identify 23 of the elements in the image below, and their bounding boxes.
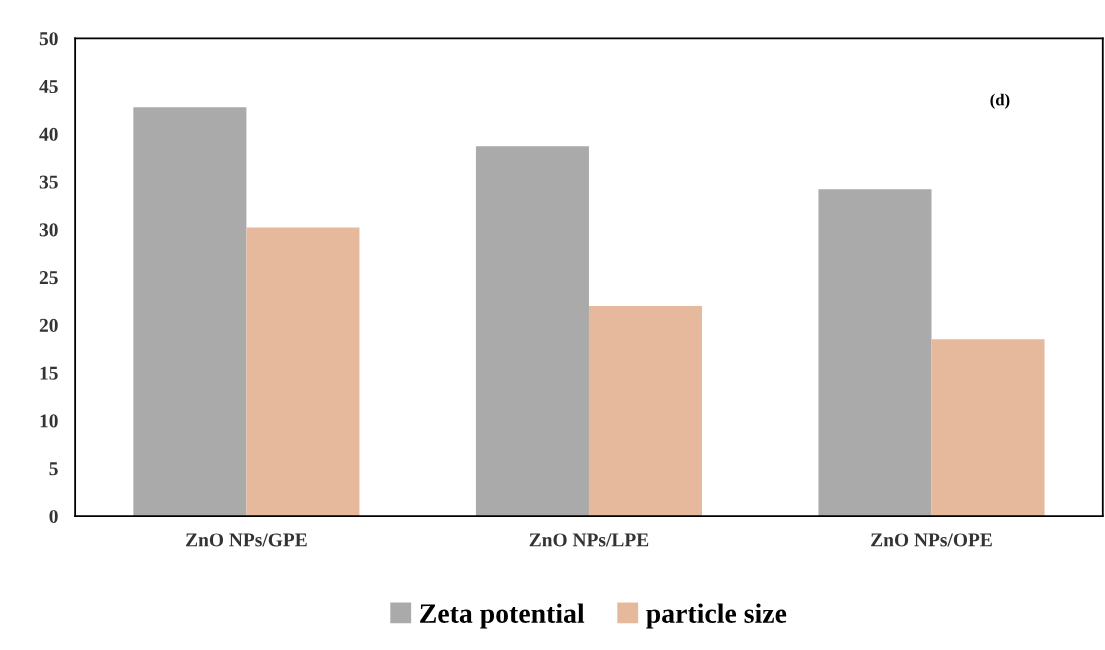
y-tick-label: 0 (49, 509, 58, 524)
y-tick-label: 10 (40, 414, 58, 428)
bar (931, 339, 1045, 517)
x-tick-label: ZnO NPs/LPE (529, 533, 649, 547)
y-tick-label: 25 (39, 271, 58, 285)
bar (475, 146, 589, 517)
legend-label: particle size (646, 603, 787, 629)
y-tick-label: 45 (39, 80, 58, 94)
bar (133, 107, 247, 517)
y-tick-label: 15 (40, 366, 58, 380)
legend-label: Zeta potential (420, 603, 585, 629)
y-tick-label: 20 (39, 318, 58, 332)
x-tick-label: ZnO NPs/GPE (186, 533, 307, 547)
annotation: (d) (990, 93, 1010, 109)
y-tick-label: 40 (39, 127, 58, 141)
bar (246, 227, 360, 517)
y-tick-label: 30 (39, 223, 58, 237)
bar (588, 305, 703, 517)
y-tick-label: 50 (39, 32, 58, 46)
bar (818, 189, 932, 517)
x-tick-label: ZnO NPs/OPE (871, 533, 992, 547)
y-tick-label: 5 (49, 462, 58, 476)
y-tick-label: 35 (39, 175, 58, 189)
